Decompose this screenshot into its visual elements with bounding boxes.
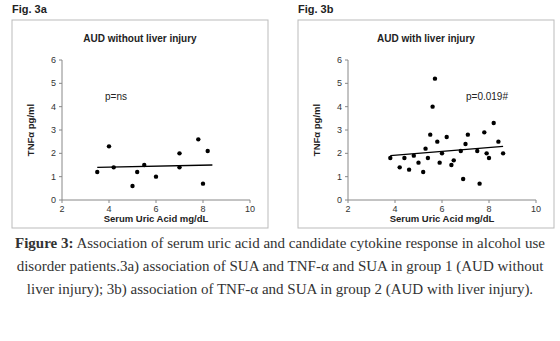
point xyxy=(433,76,437,80)
plot-marks xyxy=(95,137,212,188)
y-tick-label: 1 xyxy=(51,172,56,182)
point xyxy=(95,170,99,174)
point xyxy=(482,130,486,134)
point xyxy=(398,165,402,169)
point xyxy=(426,156,430,160)
point xyxy=(177,151,181,155)
point xyxy=(437,160,441,164)
point xyxy=(421,170,425,174)
y-tick xyxy=(345,83,348,84)
panel: Fig. 3aAUD without liver injury012345624… xyxy=(12,3,268,228)
point xyxy=(492,121,496,125)
point xyxy=(487,156,491,160)
y-tick-label: 0 xyxy=(51,195,56,205)
figure-label: Fig. 3a xyxy=(12,3,48,15)
point xyxy=(435,139,439,143)
y-tick-label: 3 xyxy=(51,125,56,135)
chart-frame xyxy=(298,20,554,228)
x-tick xyxy=(489,200,490,203)
y-tick-label: 4 xyxy=(51,102,56,112)
trend-line xyxy=(97,165,212,167)
x-tick-label: 2 xyxy=(59,204,64,214)
y-tick-label: 6 xyxy=(337,55,342,65)
point xyxy=(402,156,406,160)
point xyxy=(430,104,434,108)
y-tick xyxy=(59,176,62,177)
y-tick xyxy=(345,60,348,61)
x-tick xyxy=(156,200,157,203)
point xyxy=(135,170,139,174)
point xyxy=(477,181,481,185)
y-tick xyxy=(59,60,62,61)
y-tick-label: 6 xyxy=(51,55,56,65)
x-tick-label: 10 xyxy=(531,204,541,214)
x-tick-label: 2 xyxy=(345,204,350,214)
x-axis-label: Serum Uric Acid mg/dL xyxy=(104,213,209,224)
point xyxy=(407,167,411,171)
annotation: p=0.019# xyxy=(466,91,508,102)
x-tick xyxy=(536,200,537,203)
y-tick xyxy=(59,106,62,107)
y-tick-label: 1 xyxy=(337,172,342,182)
figure-label: Fig. 3b xyxy=(298,3,334,15)
point xyxy=(463,142,467,146)
point xyxy=(201,181,205,185)
y-tick-label: 2 xyxy=(337,148,342,158)
point xyxy=(449,163,453,167)
x-tick xyxy=(250,200,251,203)
chart-frame xyxy=(12,20,268,228)
point xyxy=(196,137,200,141)
x-tick xyxy=(203,200,204,203)
y-tick-label: 0 xyxy=(337,195,342,205)
x-tick xyxy=(395,200,396,203)
y-tick xyxy=(345,106,348,107)
charts: Fig. 3a AUD without liver injury 0 1 2 3 4 5 6 2 4… xyxy=(0,0,560,232)
y-tick xyxy=(59,153,62,154)
y-axis-label: TNFα pg/ml xyxy=(311,104,322,156)
caption-label: Figure 3: xyxy=(15,235,73,251)
caption: Figure 3: Association of serum uric acid… xyxy=(12,232,548,301)
x-tick xyxy=(62,200,63,203)
y-tick-label: 5 xyxy=(51,78,56,88)
trend-line xyxy=(390,146,503,155)
x-tick xyxy=(109,200,110,203)
x-tick-label: 10 xyxy=(245,204,255,214)
y-tick xyxy=(345,176,348,177)
point xyxy=(423,146,427,150)
point xyxy=(501,151,505,155)
point xyxy=(206,149,210,153)
y-tick-label: 3 xyxy=(337,125,342,135)
caption-text: Association of serum uric acid and candi… xyxy=(17,235,545,297)
point xyxy=(428,132,432,136)
x-tick xyxy=(442,200,443,203)
x-tick xyxy=(348,200,349,203)
x-axis-label: Serum Uric Acid mg/dL xyxy=(390,213,495,224)
y-tick-label: 2 xyxy=(51,148,56,158)
y-tick-label: 5 xyxy=(337,78,342,88)
point xyxy=(484,151,488,155)
point xyxy=(496,139,500,143)
annotation: p=ns xyxy=(105,91,127,102)
chart-title: AUD without liver injury xyxy=(83,33,197,44)
panel: Fig. 3bAUD with liver injury012345624681… xyxy=(298,3,554,228)
y-axis-label: TNFα pg/ml xyxy=(25,104,36,156)
point xyxy=(452,158,456,162)
y-tick xyxy=(345,130,348,131)
point xyxy=(154,174,158,178)
y-tick xyxy=(59,130,62,131)
point xyxy=(130,184,134,188)
point xyxy=(466,132,470,136)
chart-title: AUD with liver injury xyxy=(377,33,475,44)
point xyxy=(107,144,111,148)
plot-marks xyxy=(388,76,505,185)
point xyxy=(388,156,392,160)
point xyxy=(416,160,420,164)
y-tick xyxy=(59,83,62,84)
point xyxy=(461,177,465,181)
point xyxy=(445,135,449,139)
point xyxy=(475,149,479,153)
y-tick-label: 4 xyxy=(337,102,342,112)
y-tick xyxy=(345,153,348,154)
